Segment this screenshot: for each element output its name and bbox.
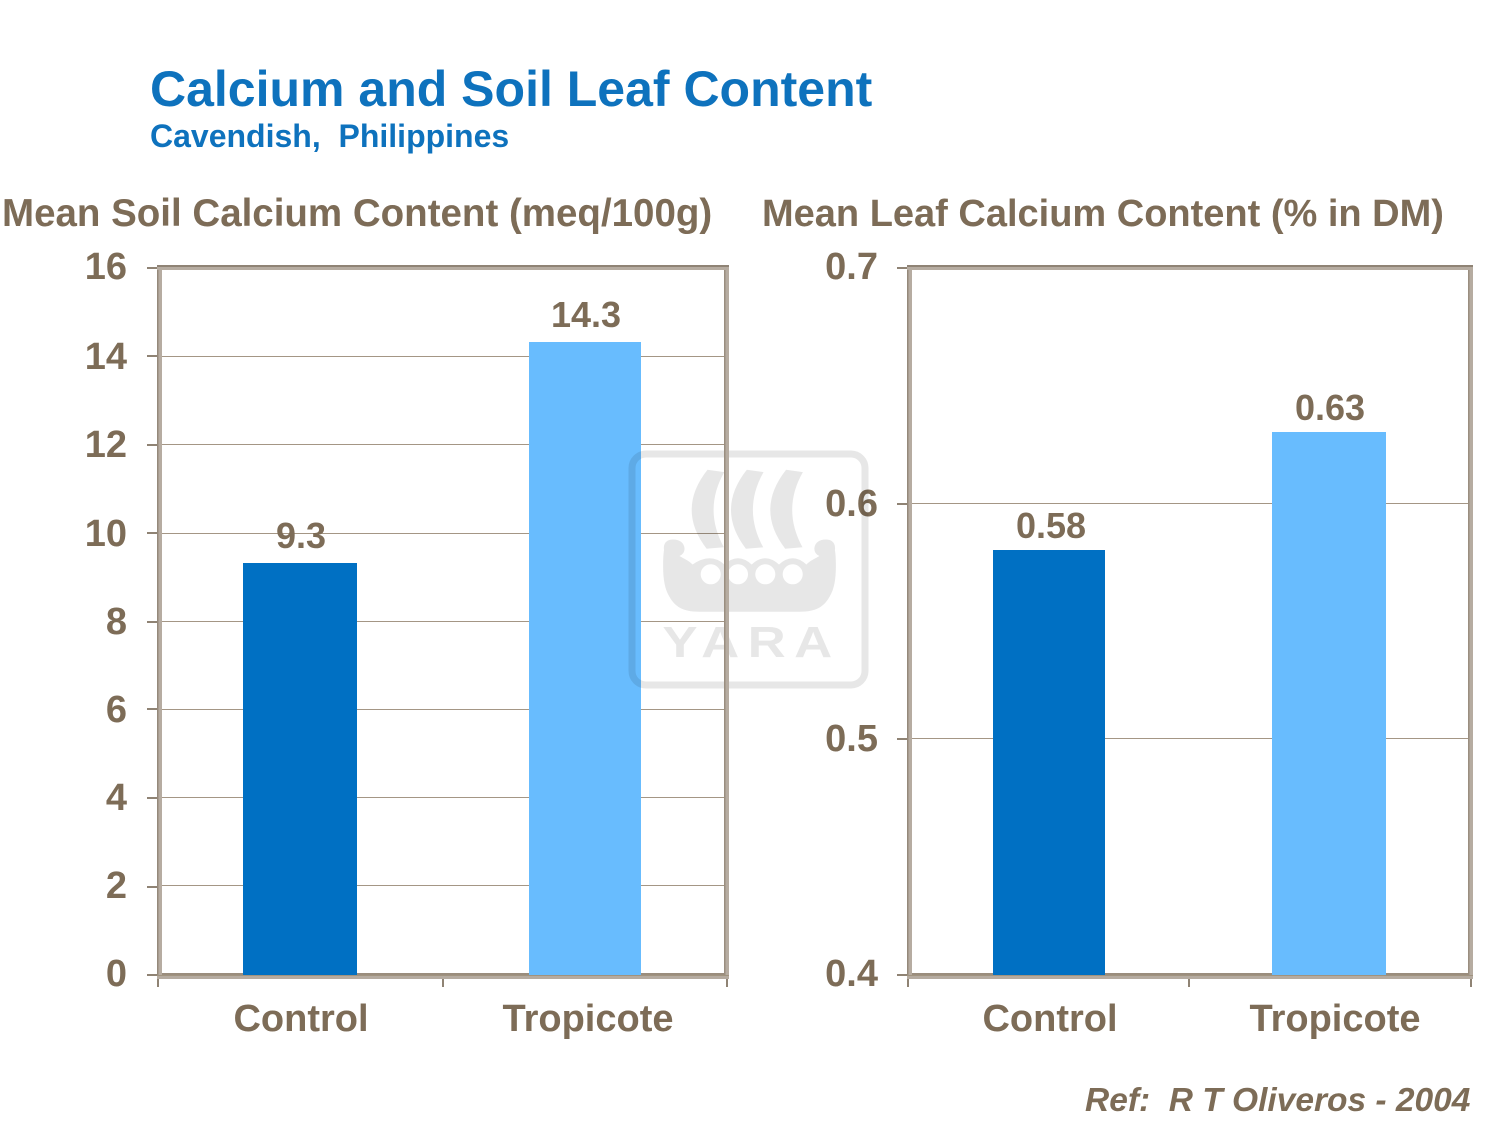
svg-text:YARA: YARA <box>662 618 840 667</box>
